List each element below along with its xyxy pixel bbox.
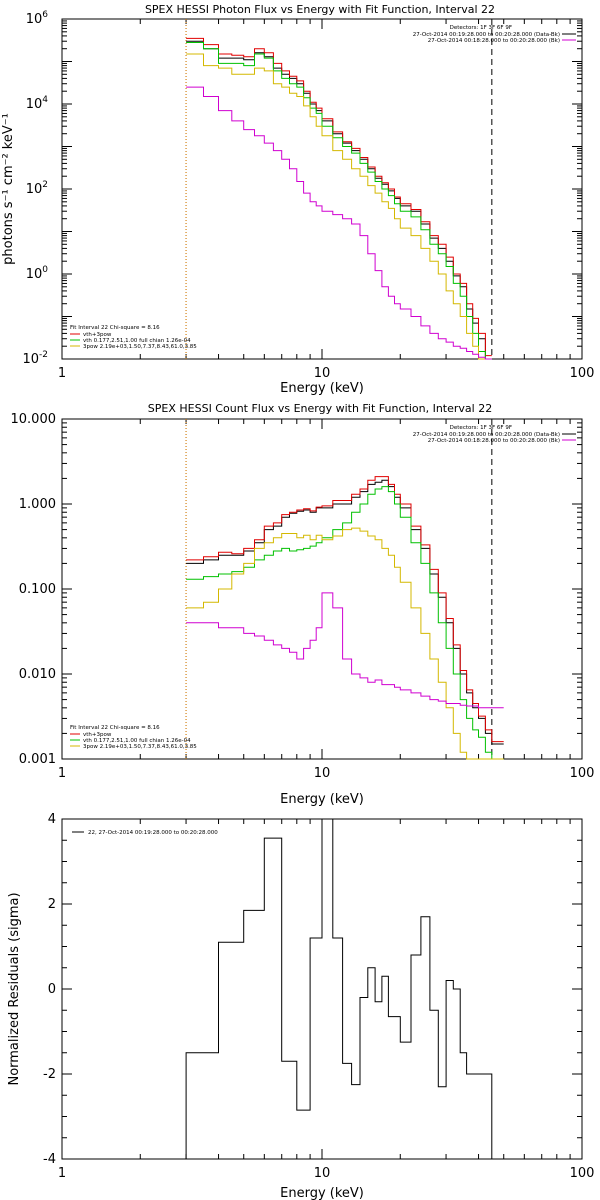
- legend-right-heading: Detectors: 1F 3F 6F 9F: [450, 425, 512, 431]
- legend-left-label: vth 0.177,2.51,1.00 full chian 1.26e-04: [83, 338, 191, 344]
- series-line: [185, 818, 493, 1159]
- x-tick-label: 100: [570, 766, 595, 781]
- y-tick-label: 0.010: [19, 667, 56, 682]
- y-tick-label: 0.001: [19, 752, 56, 767]
- x-tick-label: 100: [570, 1166, 595, 1181]
- y-tick-exponent: 2: [42, 180, 48, 190]
- y-tick-label: -2: [43, 1067, 56, 1082]
- y-tick-label: 106: [26, 10, 49, 27]
- series-line: [186, 486, 504, 760]
- y-tick-exponent: 0: [42, 265, 48, 275]
- legend-right-heading: Detectors: 1F 3F 6F 9F: [450, 25, 512, 31]
- x-tick-label: 10: [314, 366, 331, 381]
- panel3-legend: 22, 27-Oct-2014 00:19:28.000 to 00:20:28…: [72, 830, 218, 836]
- panel1-axes: [61, 18, 583, 360]
- x-tick-label: 1: [58, 366, 66, 381]
- panel3-ylabel: Normalized Residuals (sigma): [7, 892, 22, 1085]
- series-line: [186, 53, 492, 360]
- y-tick-label: 0.100: [19, 582, 56, 597]
- series-line: [186, 476, 504, 743]
- residuals-panel: 1 10 100 -4 -2 0 2 4 22, 27-Oct-2014 00:19:28.0…: [7, 812, 594, 1200]
- panel1-ylabel: photons s⁻¹ cm⁻² keV⁻¹: [1, 113, 16, 265]
- legend-right-label: 27-Oct-2014 00:18:28.000 to 00:20:28.000…: [428, 438, 560, 444]
- series-line: [186, 42, 492, 360]
- y-tick-exponent: -2: [39, 350, 48, 360]
- panel2-series: [186, 476, 504, 760]
- x-tick-label: 10: [314, 1166, 331, 1181]
- series-line: [186, 527, 504, 760]
- legend-left-label: vth+3pow: [83, 332, 112, 338]
- legend-left-heading: Fit Interval 22 Chi-square = 8.16: [70, 325, 160, 331]
- x-tick-label: 1: [58, 1166, 66, 1181]
- legend-left-heading: Fit Interval 22 Chi-square = 8.16: [70, 725, 160, 731]
- photon-flux-panel: SPEX HESSI Photon Flux vs Energy with Fi…: [1, 3, 594, 396]
- panel3-ticks: 1 10 100 -4 -2 0 2 4: [43, 812, 594, 1181]
- y-tick-label: 104: [26, 95, 49, 112]
- y-tick-label: -4: [43, 1152, 56, 1167]
- legend-right-label: 27-Oct-2014 00:18:28.000 to 00:20:28.000…: [428, 38, 560, 44]
- y-tick-label: 1.000: [19, 497, 56, 512]
- y-tick-label: 0: [48, 982, 56, 997]
- legend-left-label: vth+3pow: [83, 732, 112, 738]
- panel1-title: SPEX HESSI Photon Flux vs Energy with Fi…: [145, 3, 495, 16]
- y-tick-label: 10.000: [11, 412, 57, 427]
- panel1-xlabel: Energy (keV): [280, 381, 364, 396]
- y-tick-label: 10-2: [22, 350, 48, 367]
- series-line: [186, 37, 492, 357]
- y-tick-label: 2: [48, 897, 56, 912]
- x-tick-label: 1: [58, 766, 66, 781]
- legend-left-label: vth 0.177,2.51,1.00 full chian 1.26e-04: [83, 738, 191, 744]
- count-flux-panel: SPEX HESSI Count Flux vs Energy with Fit…: [11, 402, 595, 807]
- x-tick-label: 100: [570, 366, 595, 381]
- panel1-ticks: 1 10 100 10-2 100 102 104 106: [22, 10, 594, 381]
- panel2-title: SPEX HESSI Count Flux vs Energy with Fit…: [148, 402, 492, 415]
- panel2-range-markers: [185, 419, 493, 759]
- series-line: [186, 479, 504, 745]
- y-tick-exponent: 6: [42, 10, 48, 20]
- y-tick-label: 102: [26, 180, 48, 197]
- panel1-series: [186, 37, 492, 360]
- legend-left-label: 3pow 2.19e+03,1.50,7.37,8.43,61.0,3.85: [83, 744, 197, 750]
- panel3-series: [185, 818, 493, 1159]
- y-tick-label: 4: [48, 812, 56, 827]
- series-line: [186, 592, 504, 709]
- y-tick-exponent: 4: [42, 95, 48, 105]
- legend-right-label: 27-Oct-2014 00:19:28.000 to 00:20:28.000…: [413, 32, 560, 38]
- panel3-xlabel: Energy (keV): [280, 1186, 364, 1200]
- legend-left-label: 3pow 2.19e+03,1.50,7.37,8.43,61.0,3.85: [83, 344, 197, 350]
- y-tick-label: 100: [26, 265, 49, 282]
- legend-right-label: 27-Oct-2014 00:19:28.000 to 00:20:28.000…: [413, 432, 560, 438]
- legend-top-label: 22, 27-Oct-2014 00:19:28.000 to 00:20:28…: [88, 830, 218, 836]
- panel2-axes: [61, 418, 583, 760]
- x-tick-label: 10: [314, 766, 331, 781]
- series-line: [186, 86, 492, 360]
- panel2-xlabel: Energy (keV): [280, 792, 364, 807]
- panel2-ticks: 1 10 100 0.001 0.010 0.100 1.000 10.000: [11, 412, 595, 781]
- panel1-range-markers: [185, 19, 493, 359]
- series-line: [186, 40, 492, 360]
